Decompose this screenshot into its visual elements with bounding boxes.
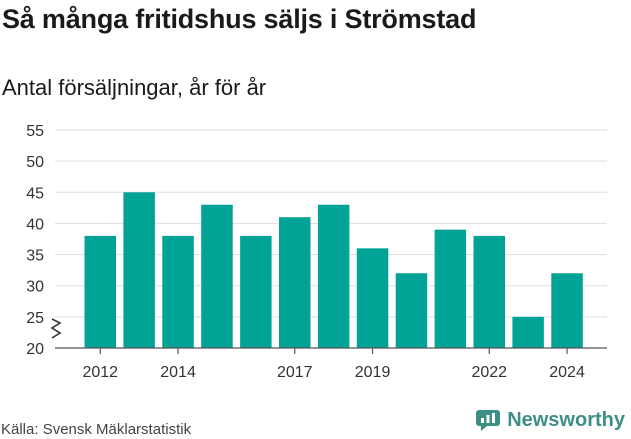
bar xyxy=(84,235,116,348)
x-tick-label: 2022 xyxy=(471,364,507,381)
x-tick-label: 2019 xyxy=(355,364,391,381)
page-title: Så många fritidshus säljs i Strömstad xyxy=(2,4,477,34)
y-tick-label: 35 xyxy=(26,248,44,265)
bar xyxy=(551,273,583,348)
bar xyxy=(512,316,544,348)
y-tick-label: 25 xyxy=(26,310,44,327)
bar-chart: 20 25 30 35 40 45 50 55 2012 2014 2017 2019 2022 2024 xyxy=(26,123,607,381)
axis-break-icon xyxy=(50,318,62,339)
newsworthy-logo-icon xyxy=(476,410,501,431)
source-note: Källa: Svensk Mäklarstatistik xyxy=(1,421,192,438)
x-tick-label: 2012 xyxy=(82,364,118,381)
y-tick-label: 30 xyxy=(26,279,44,296)
bar xyxy=(395,273,428,348)
brand: Newsworthy xyxy=(475,408,625,432)
y-tick-label: 20 xyxy=(26,341,44,358)
bar xyxy=(201,204,233,348)
bar xyxy=(240,235,272,348)
y-tick-label: 50 xyxy=(26,154,44,171)
x-tick-label: 2017 xyxy=(277,364,313,381)
brand-name: Newsworthy xyxy=(507,408,625,431)
bar xyxy=(162,235,194,348)
bar xyxy=(279,217,311,348)
bar xyxy=(356,248,389,348)
bar xyxy=(317,204,350,348)
y-tick-label: 45 xyxy=(26,185,44,202)
x-tick-label: 2014 xyxy=(160,364,196,381)
bar xyxy=(123,192,155,348)
y-tick-label: 40 xyxy=(26,216,44,233)
chart-subtitle: Antal försäljningar, år för år xyxy=(2,75,267,100)
x-tick-label: 2024 xyxy=(549,364,585,381)
y-tick-label: 55 xyxy=(26,123,44,140)
bar xyxy=(434,229,467,348)
bar xyxy=(473,235,505,348)
